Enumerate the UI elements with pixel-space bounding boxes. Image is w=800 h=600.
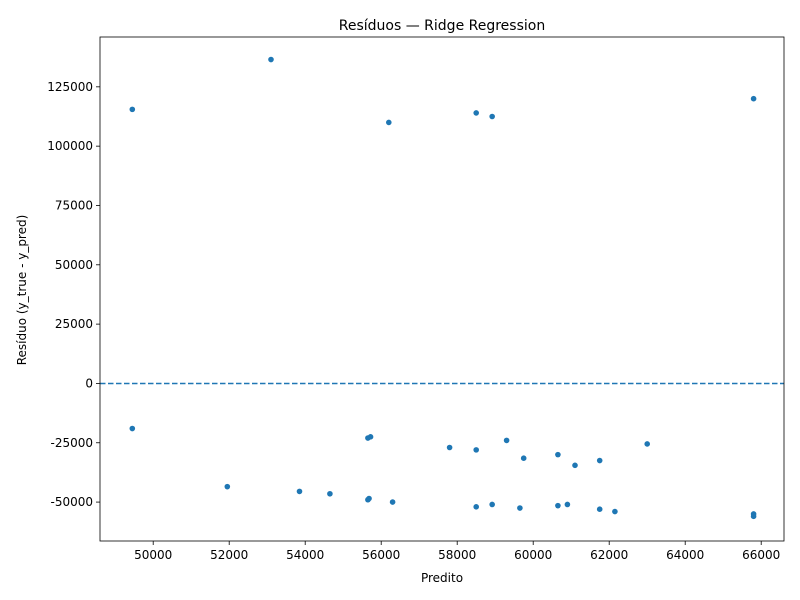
data-point: [555, 451, 561, 458]
y-tick-label: -50000: [50, 495, 93, 509]
x-tick-label: 52000: [210, 548, 248, 562]
x-axis-label: Predito: [421, 571, 463, 585]
y-tick-label: 75000: [55, 198, 93, 212]
x-tick-label: 66000: [742, 548, 780, 562]
data-point: [366, 495, 372, 502]
data-point: [473, 447, 480, 453]
data-point: [750, 513, 757, 520]
data-point: [224, 483, 231, 490]
data-point: [520, 455, 527, 461]
data-point: [555, 502, 561, 509]
x-tick-label: 64000: [666, 548, 704, 562]
data-point: [503, 437, 510, 444]
data-point: [517, 505, 523, 511]
x-tick-label: 54000: [286, 548, 324, 562]
data-point: [644, 441, 650, 447]
data-point: [572, 462, 578, 469]
y-tick-label: 100000: [47, 139, 93, 153]
data-point: [473, 110, 480, 116]
data-point: [268, 56, 274, 63]
data-point: [129, 425, 136, 432]
x-tick-label: 60000: [514, 548, 552, 562]
data-point: [596, 506, 603, 512]
data-point: [296, 488, 303, 495]
x-tick-label: 58000: [438, 548, 476, 562]
data-point: [129, 106, 136, 113]
y-tick-label: -25000: [50, 436, 93, 450]
data-point: [564, 501, 571, 508]
data-point: [489, 113, 495, 120]
y-tick-label: 125000: [47, 80, 93, 94]
data-point: [489, 501, 495, 508]
data-point: [473, 504, 480, 510]
data-point: [596, 457, 603, 464]
chart-title: Resíduos — Ridge Regression: [339, 18, 545, 34]
x-tick-label: 62000: [590, 548, 628, 562]
data-point: [446, 444, 453, 451]
y-tick-label: 25000: [55, 317, 93, 331]
x-tick-label: 50000: [134, 548, 172, 562]
x-tick-label: 56000: [362, 548, 400, 562]
axes-frame: [99, 36, 785, 542]
data-point: [327, 490, 333, 497]
plot-area: [100, 56, 784, 520]
y-axis-label: Resíduo (y_true - y_pred): [15, 215, 29, 366]
data-point: [386, 119, 392, 126]
axes: 50000 52000 54000 56000 58000 60000 62000 64000…: [47, 36, 785, 562]
y-tick-label: 50000: [55, 258, 93, 272]
data-point: [367, 434, 374, 440]
data-point: [750, 95, 757, 102]
y-tick-label: 0: [85, 376, 93, 390]
data-point: [612, 508, 618, 515]
data-point: [389, 499, 396, 505]
